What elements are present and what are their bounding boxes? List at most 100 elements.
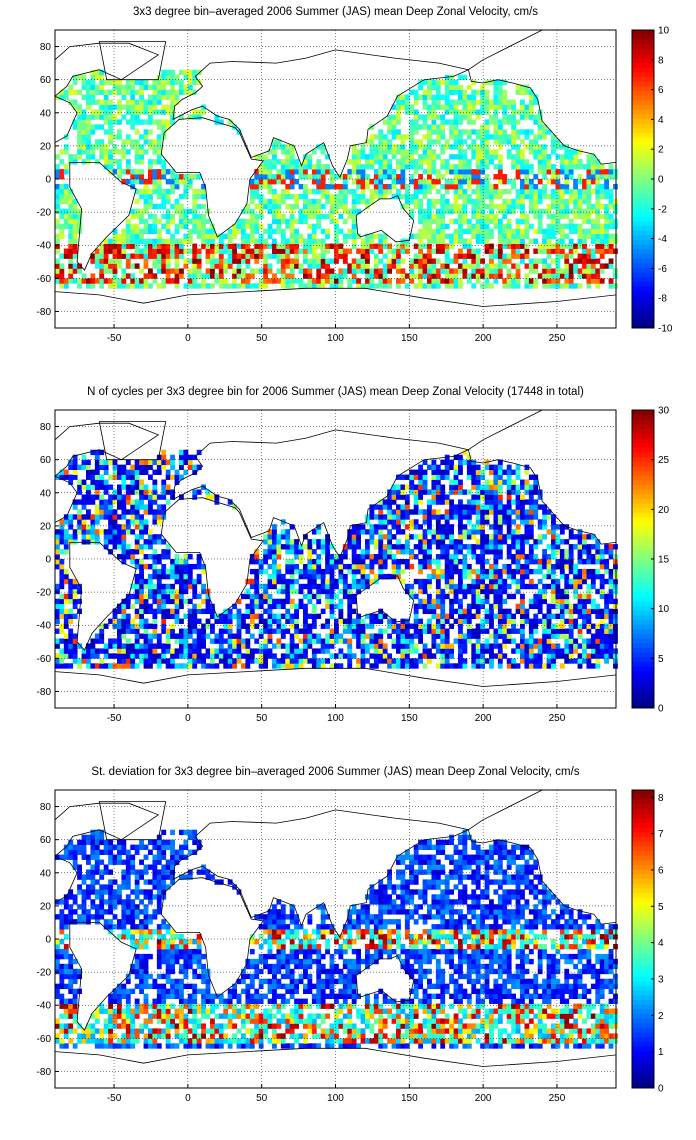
data-cell [369, 653, 375, 659]
data-cell [373, 144, 379, 150]
data-cell [400, 628, 406, 634]
data-cell [458, 568, 463, 575]
data-cell [404, 658, 410, 664]
data-cell [307, 243, 313, 249]
data-cell [524, 638, 530, 644]
data-cell [174, 74, 180, 81]
data-cell [241, 643, 246, 649]
data-cell [130, 119, 136, 125]
data-cell [218, 283, 224, 289]
data-cell [161, 618, 167, 624]
data-cell [555, 144, 561, 150]
data-cell [520, 159, 525, 165]
data-cell [480, 154, 486, 160]
data-cell [311, 563, 317, 570]
data-cell [72, 74, 78, 81]
data-cell [475, 554, 481, 560]
data-cell [506, 188, 512, 195]
data-cell [311, 238, 317, 244]
data-cell [143, 218, 149, 225]
data-cell [99, 638, 105, 644]
data-cell [480, 643, 486, 649]
data-cell [356, 149, 361, 155]
data-cell [564, 283, 570, 289]
data-cell [152, 568, 158, 575]
data-cell [125, 273, 131, 279]
y-tick-label: 20 [40, 141, 52, 152]
data-cell [254, 568, 260, 575]
data-cell [586, 188, 592, 195]
data-cell [497, 159, 503, 165]
data-cell [254, 583, 260, 590]
data-cell [152, 223, 158, 230]
data-cell [148, 213, 153, 220]
data-cell [427, 114, 432, 120]
data-cell [533, 593, 539, 600]
data-cell [378, 183, 384, 190]
data-cell [577, 559, 583, 565]
data-cell [241, 248, 246, 254]
data-cell [63, 144, 69, 150]
data-cell [351, 238, 357, 244]
data-cell [152, 598, 158, 605]
data-cell [307, 154, 313, 160]
data-cell [94, 648, 100, 654]
data-cell [272, 628, 277, 634]
data-cell [94, 144, 100, 150]
data-cell [108, 129, 113, 135]
data-cell [586, 283, 592, 289]
data-cell [365, 248, 370, 254]
data-cell [68, 243, 74, 249]
colorbar-swatch [632, 48, 654, 54]
data-cell [112, 89, 118, 95]
data-cell [537, 179, 543, 185]
data-cell [272, 658, 277, 664]
data-cell [493, 568, 499, 575]
data-cell [294, 233, 299, 239]
data-cell [489, 648, 494, 654]
coastline [160, 117, 264, 238]
data-cell [125, 283, 131, 289]
data-cell [396, 638, 401, 644]
data-cell [533, 213, 539, 220]
data-cell [528, 559, 534, 565]
data-cell [351, 633, 357, 639]
data-cell [604, 648, 610, 654]
data-cell [103, 648, 109, 654]
data-cell [418, 603, 424, 610]
data-cell [608, 188, 614, 195]
data-cell [249, 623, 255, 629]
data-cell [170, 94, 175, 100]
data-cell [471, 653, 477, 659]
colorbar-tick-label: -10 [658, 324, 673, 335]
data-cell [595, 228, 601, 235]
data-cell [263, 588, 268, 595]
data-cell [232, 633, 237, 639]
data-cell [404, 638, 410, 644]
data-cell [125, 258, 131, 264]
data-cell [400, 174, 406, 180]
data-cell [542, 628, 548, 634]
data-cell [453, 99, 459, 105]
data-cell [528, 164, 534, 170]
data-cell [462, 253, 468, 259]
data-cell [489, 188, 494, 195]
data-cell [90, 94, 96, 100]
data-cell [462, 164, 468, 170]
data-cell [502, 283, 508, 289]
data-cell [511, 119, 517, 125]
data-cell [422, 104, 428, 110]
data-cell [161, 69, 167, 76]
data-cell [201, 633, 206, 639]
data-cell [143, 628, 149, 634]
data-cell [458, 159, 463, 165]
data-cell [511, 134, 517, 140]
data-cell [497, 179, 503, 185]
data-cell [161, 198, 167, 205]
data-cell [506, 568, 512, 575]
data-cell [121, 238, 127, 244]
data-cell [196, 203, 202, 210]
data-cell [77, 663, 82, 669]
data-cell [99, 258, 105, 264]
data-cell [462, 593, 468, 600]
